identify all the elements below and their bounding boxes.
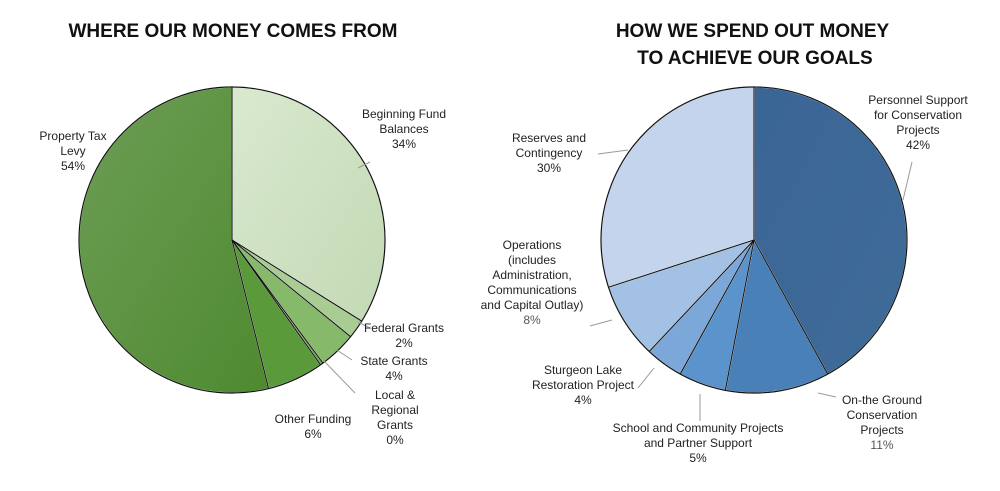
slice-separator bbox=[231, 239, 321, 366]
slice-label-line: Federal Grants bbox=[364, 321, 444, 335]
slice-label-line: Balances bbox=[379, 122, 428, 136]
slice-label-line: Local & bbox=[375, 388, 415, 402]
pie-outline bbox=[600, 86, 908, 394]
slice-percentage: 4% bbox=[574, 393, 592, 407]
leader-line bbox=[357, 321, 371, 329]
slice-percentage: 4% bbox=[385, 369, 403, 383]
slice-label-line: Operations bbox=[503, 238, 562, 252]
leader-line bbox=[902, 161, 913, 201]
slice-label-line: Restoration Project bbox=[532, 378, 635, 392]
slice-label-line: Projects bbox=[896, 123, 939, 137]
leader-line bbox=[817, 392, 837, 398]
slice-label-line: Conservation bbox=[847, 408, 918, 422]
slice-percentage: 6% bbox=[304, 427, 322, 441]
slice-label-line: (includes bbox=[508, 253, 556, 267]
slice-label-line: Grants bbox=[377, 418, 413, 432]
slice-label-reserves-and-contingency: Reserves and Contingency 30% bbox=[512, 131, 586, 175]
slice-separator bbox=[648, 239, 755, 352]
slice-label-line: and Partner Support bbox=[644, 436, 753, 450]
slice-label-line: Regional bbox=[371, 403, 418, 417]
slice-percentage: 0% bbox=[386, 433, 404, 447]
right-pie-chart bbox=[600, 86, 908, 394]
slice-label-line: State Grants bbox=[360, 354, 427, 368]
slice-label-line: and Capital Outlay) bbox=[481, 298, 584, 312]
pie-outline bbox=[78, 86, 386, 394]
slice-label-operations-includes-administration-communications-and-capital-outlay: Operations (includes Administration, Commun… bbox=[481, 238, 584, 327]
slice-label-line: for Conservation bbox=[874, 108, 962, 122]
slice-label-line: Other Funding bbox=[275, 412, 352, 426]
slice-label-federal-grants: Federal Grants 2% bbox=[364, 321, 444, 350]
slice-label-line: Beginning Fund bbox=[362, 107, 446, 121]
right-chart-title-line-1: HOW WE SPEND OUT MONEY bbox=[616, 21, 890, 42]
left-pie-chart bbox=[78, 86, 386, 394]
slice-percentage: 42% bbox=[906, 138, 930, 152]
slice-separator bbox=[231, 239, 362, 322]
leader-line bbox=[357, 161, 371, 169]
leader-line bbox=[597, 149, 629, 155]
slice-label-line: On-the Ground bbox=[842, 393, 922, 407]
slice-label-line: Contingency bbox=[516, 146, 583, 160]
slice-label-line: School and Community Projects bbox=[613, 421, 784, 435]
slice-percentage: 54% bbox=[61, 159, 85, 173]
slice-separator bbox=[679, 239, 755, 375]
slice-percentage: 8% bbox=[523, 313, 541, 327]
slice-label-property-tax-levy: Property Tax Levy 54% bbox=[39, 129, 106, 173]
slice-label-line: Projects bbox=[860, 423, 903, 437]
slice-percentage: 30% bbox=[537, 161, 561, 175]
slice-percentage: 2% bbox=[395, 336, 413, 350]
slice-label-personnel-support-for-conservation-projects: Personnel Support for Conservation Project… bbox=[868, 93, 968, 152]
slice-label-line: Sturgeon Lake bbox=[544, 363, 622, 377]
right-chart-title-line-2: TO ACHIEVE OUR GOALS bbox=[637, 48, 872, 69]
slice-label-local-regional-grants: Local & Regional Grants 0% bbox=[371, 388, 418, 447]
slice-label-line: Administration, bbox=[492, 268, 571, 282]
slice-percentage: 34% bbox=[392, 137, 416, 151]
slice-label-school-and-community-projects-and-partner-support: School and Community Projects and Partner… bbox=[613, 421, 784, 465]
slice-label-sturgeon-lake-restoration-project: Sturgeon Lake Restoration Project 4% bbox=[532, 363, 635, 407]
slice-label-state-grants: State Grants 4% bbox=[360, 354, 427, 383]
left-pie-labels: Beginning Fund Balances 34% Federal Grants 2… bbox=[39, 107, 446, 447]
slice-label-line: Property Tax bbox=[39, 129, 106, 143]
slice-label-line: Reserves and bbox=[512, 131, 586, 145]
slice-label-beginning-fund-balances: Beginning Fund Balances 34% bbox=[362, 107, 446, 151]
slice-label-on-the-ground-conservation-projects: On-the Ground Conservation Projects 11% bbox=[842, 393, 922, 452]
slice-label-line: Communications bbox=[487, 283, 576, 297]
slice-separator bbox=[231, 239, 351, 338]
slice-percentage: 5% bbox=[689, 451, 707, 465]
right-pie-labels: Personnel Support for Conservation Project… bbox=[481, 93, 969, 465]
slice-separator bbox=[724, 239, 755, 391]
slice-separator bbox=[231, 239, 270, 389]
slice-label-other-funding: Other Funding 6% bbox=[275, 412, 352, 441]
left-chart-title: WHERE OUR MONEY COMES FROM bbox=[69, 21, 398, 42]
right-chart-title: HOW WE SPEND OUT MONEY TO ACHIEVE OUR GO… bbox=[616, 21, 894, 69]
slice-label-line: Levy bbox=[60, 144, 85, 158]
slice-separator bbox=[753, 239, 829, 375]
slice-label-line: Personnel Support bbox=[868, 93, 968, 107]
leader-line bbox=[322, 359, 356, 394]
slice-percentage: 11% bbox=[870, 438, 893, 452]
leader-line bbox=[637, 367, 655, 389]
slice-separator bbox=[608, 239, 755, 288]
leader-line bbox=[589, 319, 613, 327]
leader-line bbox=[336, 349, 353, 361]
